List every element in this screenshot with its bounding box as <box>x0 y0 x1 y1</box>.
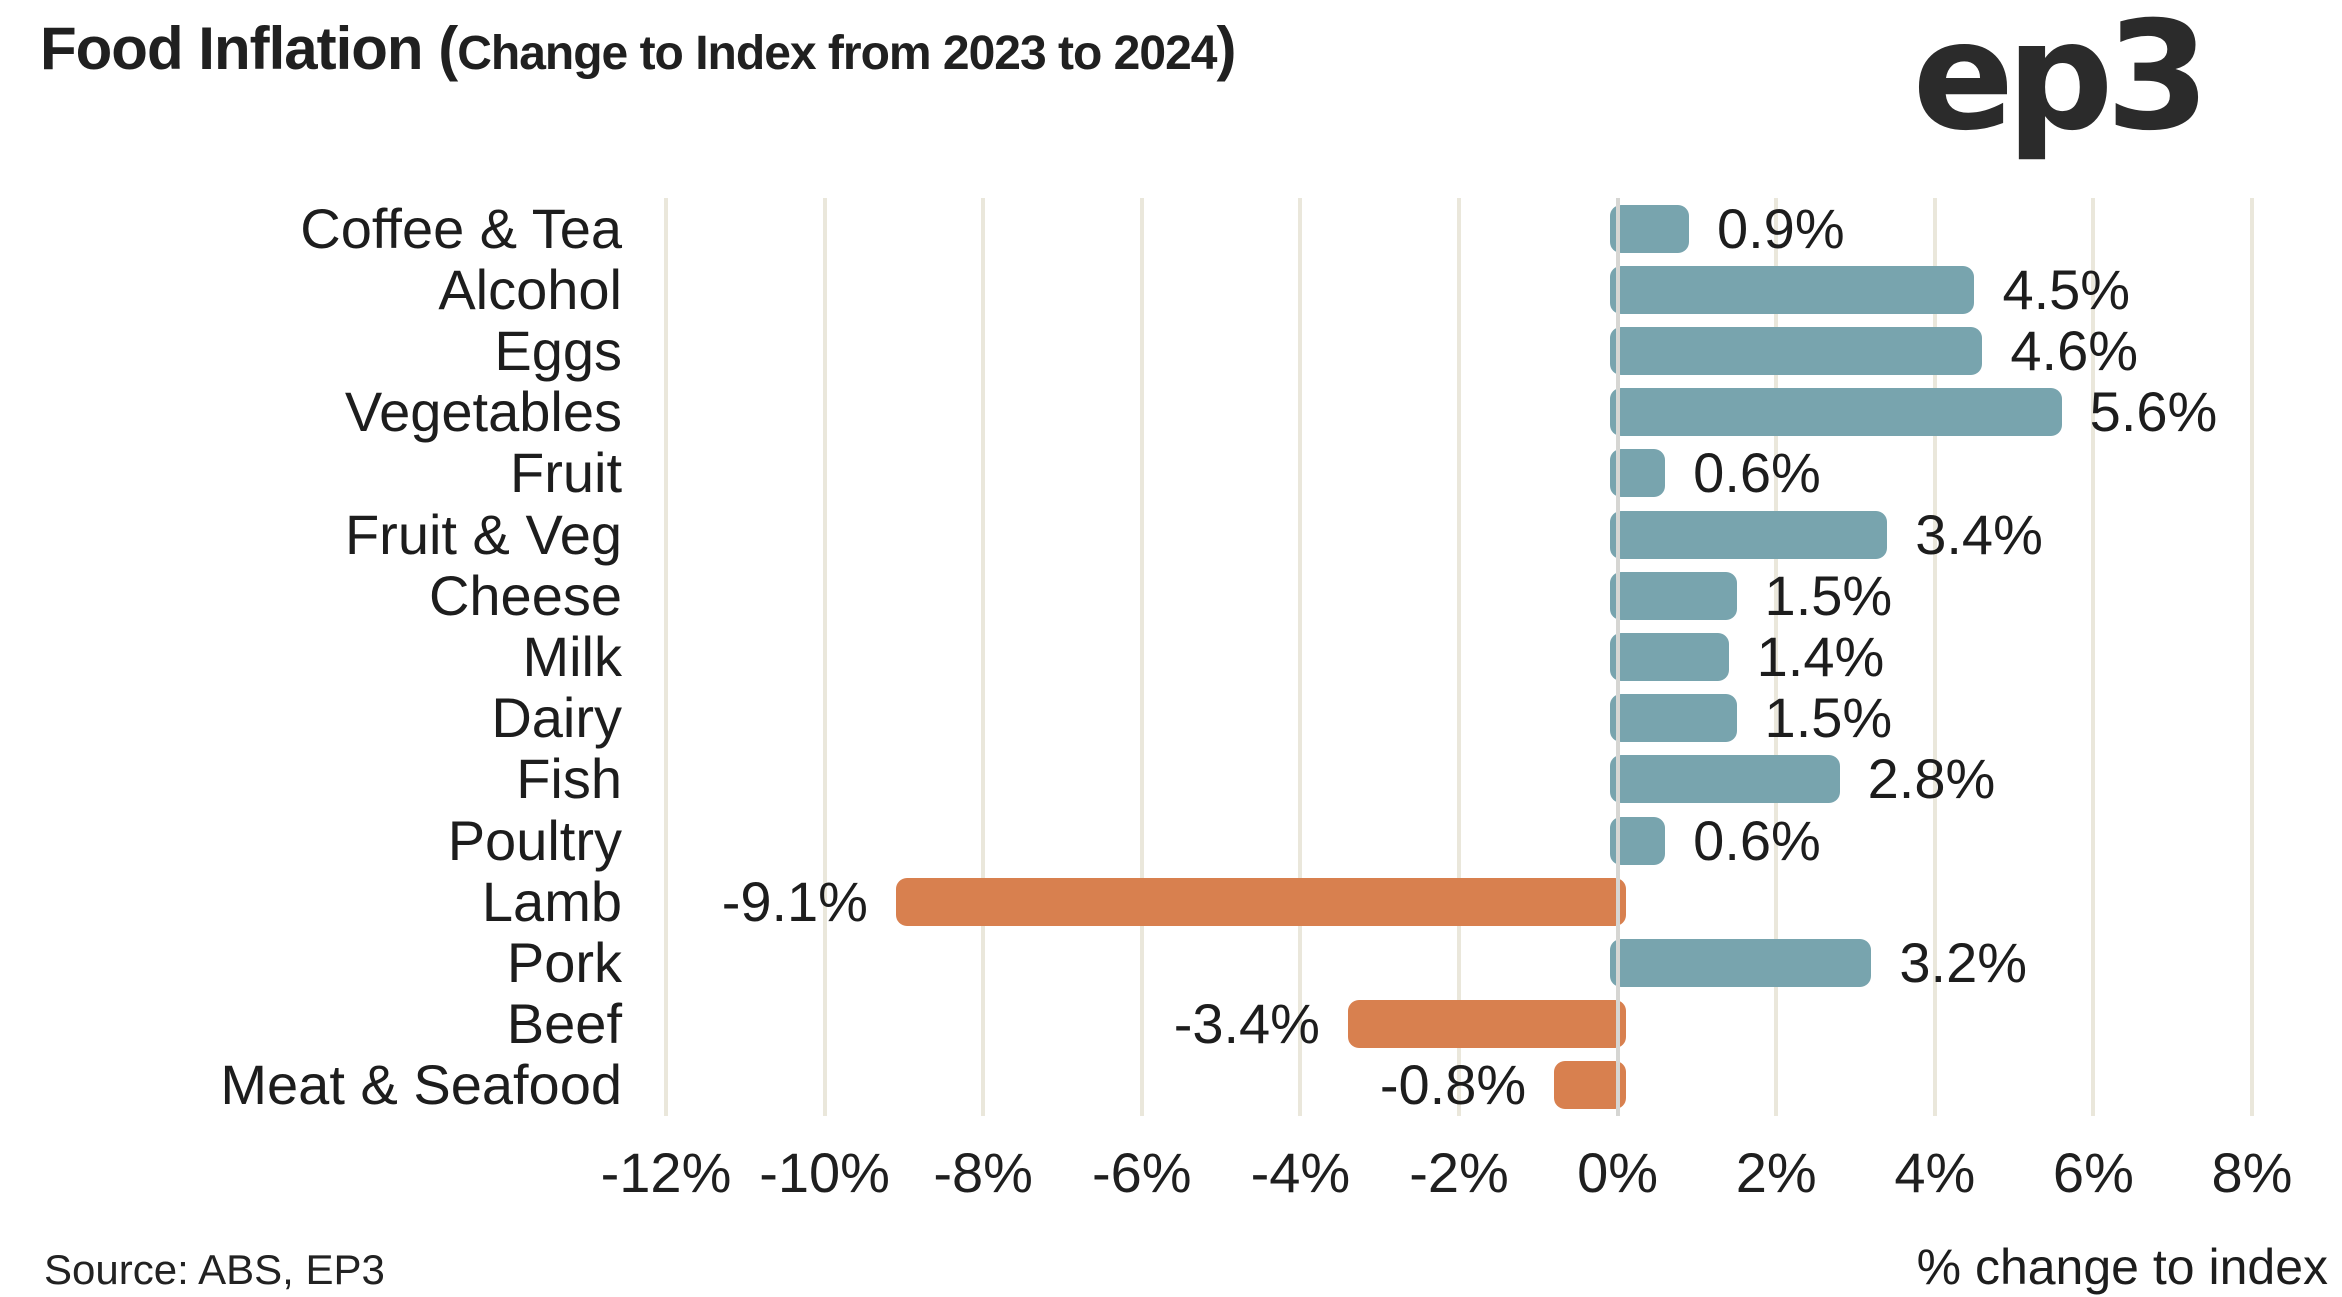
x-tick-label: 6% <box>2052 1141 2134 1204</box>
value-label: 3.4% <box>1915 502 2043 566</box>
bar-rows: 0.9% 4.5% 4.6% 5.6% 0.6% 3.4% 1.5% 1.4% 1.5% 2.8%… <box>666 198 2252 1116</box>
value-label: 4.6% <box>2010 319 2139 382</box>
category-axis-labels: Coffee & Tea Alcohol Eggs Vegetables Fruit Fr… <box>0 198 622 1116</box>
bar-positive <box>1609 755 1840 804</box>
gridline <box>1139 198 1144 1116</box>
category-label: Fish <box>516 747 622 811</box>
x-tick-label: -6% <box>1092 1141 1192 1204</box>
bar-row: 3.4% <box>666 504 2252 565</box>
value-label: 5.6% <box>2089 380 2218 444</box>
category-label: Cheese <box>428 563 622 627</box>
x-tick-label: 8% <box>2211 1141 2293 1204</box>
bar-positive <box>1609 265 1975 314</box>
bar-row: -9.1% <box>666 871 2252 932</box>
category-label: Coffee & Tea <box>300 196 622 260</box>
gridline <box>1457 198 1461 1116</box>
ep3-logo: ep3 <box>1912 0 2210 164</box>
bar-row: 4.5% <box>666 259 2252 320</box>
category-label: Beef <box>506 992 622 1056</box>
gridline <box>1298 198 1303 1116</box>
x-tick-label: -10% <box>759 1141 890 1204</box>
bar-positive <box>1609 571 1737 620</box>
bar-positive <box>1609 327 1983 375</box>
bar-row: 0.6% <box>666 810 2252 871</box>
gridline <box>1774 198 1779 1116</box>
value-label: -3.4% <box>1173 992 1320 1056</box>
plot-area: 0.9% 4.5% 4.6% 5.6% 0.6% 3.4% 1.5% 1.4% 1.5% 2.8%… <box>664 198 2254 1116</box>
value-label: 0.6% <box>1693 808 1821 872</box>
x-tick-label: 2% <box>1735 1141 1817 1204</box>
bar-positive <box>1609 939 1872 988</box>
x-tick-label: -12% <box>600 1141 732 1204</box>
value-label: 0.9% <box>1716 196 1845 260</box>
bar-positive <box>1609 510 1888 559</box>
bar-row: 1.5% <box>666 565 2252 626</box>
category-label: Eggs <box>494 319 622 382</box>
bar-row: 1.5% <box>666 688 2252 749</box>
gridline <box>2091 198 2096 1116</box>
bar-row: 0.9% <box>666 198 2252 259</box>
bar-row: 1.4% <box>666 626 2252 687</box>
value-label: 1.5% <box>1764 686 1893 750</box>
x-tick-label: 4% <box>1894 1141 1976 1204</box>
value-label: 0.6% <box>1693 441 1821 505</box>
category-label: Vegetables <box>344 380 622 444</box>
category-label: Fruit & Veg <box>344 502 622 566</box>
value-label: -9.1% <box>721 869 868 933</box>
gridline <box>981 198 986 1116</box>
bar-row: -0.8% <box>666 1055 2252 1116</box>
title-close-paren: ) <box>1216 15 1236 82</box>
bar-negative <box>895 877 1626 926</box>
gridline <box>822 198 827 1116</box>
value-label: 1.5% <box>1764 563 1893 627</box>
gridline <box>2250 198 2254 1116</box>
bar-row: -3.4% <box>666 994 2252 1055</box>
title-subtitle: Change to Index from 2023 to 2024 <box>457 27 1217 80</box>
bar-positive <box>1609 388 2062 437</box>
gridline <box>664 198 668 1116</box>
category-label: Alcohol <box>438 257 622 321</box>
bar-row: 2.8% <box>666 749 2252 810</box>
x-tick-label: -2% <box>1409 1141 1509 1204</box>
gridline <box>1932 198 1937 1116</box>
value-label: -0.8% <box>1379 1053 1527 1117</box>
bar-positive <box>1609 633 1729 682</box>
bar-row: 4.6% <box>666 320 2252 381</box>
bar-row: 0.6% <box>666 443 2252 504</box>
category-label: Lamb <box>481 869 622 933</box>
x-axis-title: % change to index <box>1916 1239 2328 1295</box>
x-tick-label: 0% <box>1577 1141 1659 1204</box>
title-main: Food Inflation ( <box>40 15 458 82</box>
category-label: Dairy <box>491 686 622 750</box>
category-label: Poultry <box>447 808 622 872</box>
page-title: Food Inflation (Change to Index from 202… <box>40 14 1236 83</box>
category-label: Fruit <box>510 441 622 505</box>
bar-positive <box>1609 694 1737 743</box>
value-label: 4.5% <box>2002 257 2131 321</box>
value-label: 3.2% <box>1899 931 2027 995</box>
x-tick-label: -4% <box>1250 1141 1351 1204</box>
bar-negative <box>1554 1061 1626 1110</box>
x-tick-label: -8% <box>933 1141 1033 1204</box>
bar-positive <box>1609 204 1689 253</box>
category-label: Milk <box>522 625 622 689</box>
zero-gridline <box>1615 198 1620 1116</box>
bar-row: 3.2% <box>666 932 2252 993</box>
bar-negative <box>1347 1000 1626 1049</box>
source-note: Source: ABS, EP3 <box>44 1246 385 1293</box>
value-label: 1.4% <box>1756 625 1885 689</box>
value-label: 2.8% <box>1867 747 1996 811</box>
category-label: Meat & Seafood <box>220 1053 622 1117</box>
category-label: Pork <box>506 931 622 995</box>
x-axis-tick-labels: -12% -10% -8% -6% -4% -2% 0% 2% 4% 6% 8% <box>601 1141 2293 1212</box>
bar-row: 5.6% <box>666 382 2252 443</box>
